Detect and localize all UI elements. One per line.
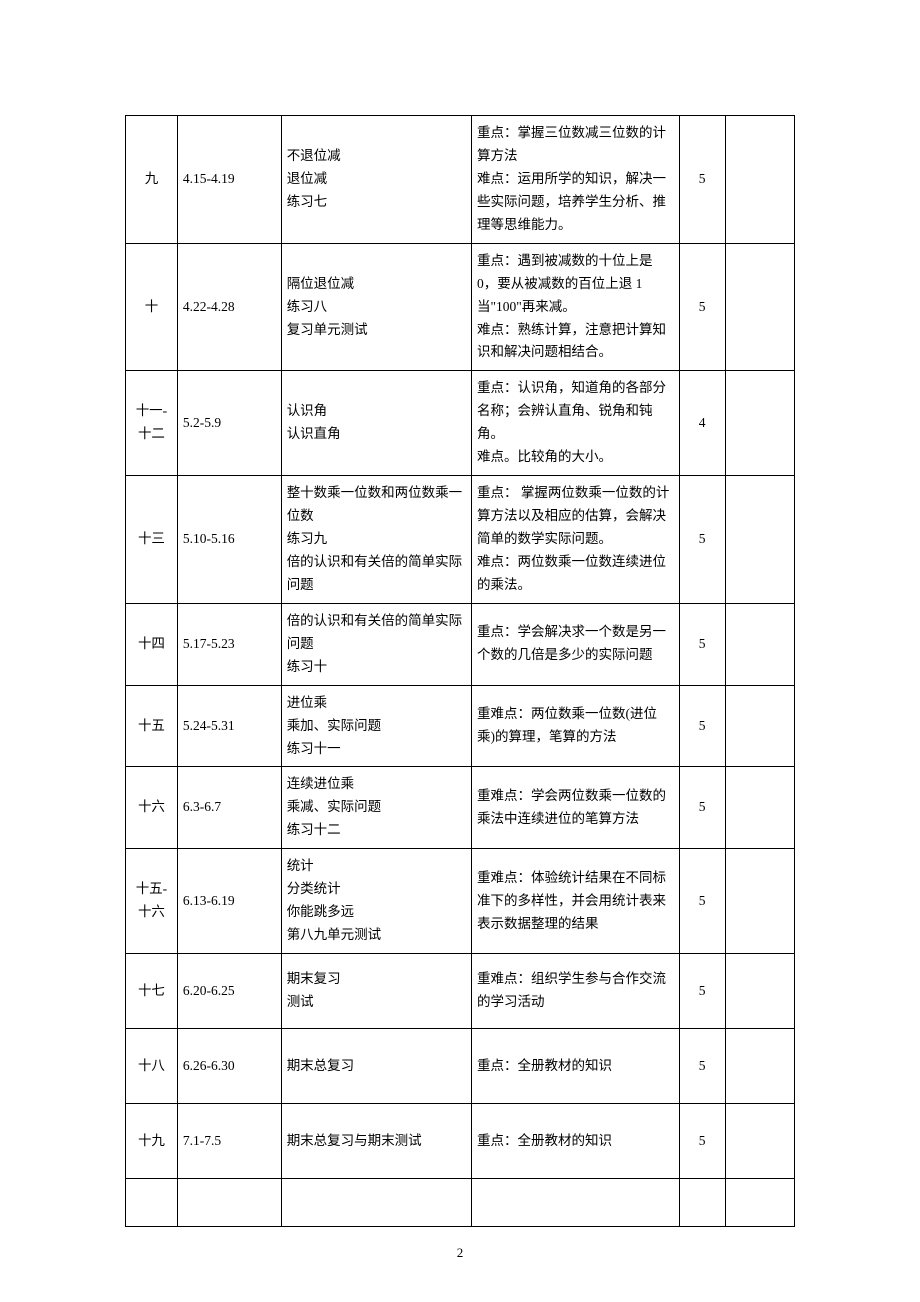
cell-date [177, 1179, 281, 1227]
cell-content: 不退位减退位减练习七 [281, 116, 471, 244]
cell-week: 十八 [126, 1029, 178, 1104]
cell-content: 整十数乘一位数和两位数乘一位数练习九倍的认识和有关倍的简单实际问题 [281, 476, 471, 604]
cell-notes [725, 243, 794, 371]
table-row: 十七6.20-6.25期末复习测试重难点：组织学生参与合作交流的学习活动5 [126, 954, 795, 1029]
table-row: 十五5.24-5.31 进位乘 乘加、实际问题练习十一重难点：两位数乘一位数(进… [126, 685, 795, 767]
schedule-table: 九4.15-4.19不退位减退位减练习七重点：掌握三位数减三位数的计算方法难点：… [125, 115, 795, 1227]
cell-notes [725, 954, 794, 1029]
cell-notes [725, 849, 794, 954]
cell-week: 十四 [126, 603, 178, 685]
cell-week: 十三 [126, 476, 178, 604]
cell-content: 进位乘 乘加、实际问题练习十一 [281, 685, 471, 767]
table-row: 十4.22-4.28隔位退位减练习八复习单元测试重点：遇到被减数的十位上是 0，… [126, 243, 795, 371]
cell-hours [679, 1179, 725, 1227]
cell-date: 6.20-6.25 [177, 954, 281, 1029]
cell-points: 重点：遇到被减数的十位上是 0，要从被减数的百位上退 1 当"100"再来减。难… [472, 243, 680, 371]
cell-points: 重难点：学会两位数乘一位数的乘法中连续进位的笔算方法 [472, 767, 680, 849]
schedule-table-body: 九4.15-4.19不退位减退位减练习七重点：掌握三位数减三位数的计算方法难点：… [126, 116, 795, 1227]
cell-hours: 5 [679, 603, 725, 685]
cell-hours: 5 [679, 243, 725, 371]
cell-notes [725, 1029, 794, 1104]
cell-content: 期末总复习 [281, 1029, 471, 1104]
cell-date: 4.15-4.19 [177, 116, 281, 244]
cell-content: 期末总复习与期末测试 [281, 1104, 471, 1179]
table-row [126, 1179, 795, 1227]
cell-date: 7.1-7.5 [177, 1104, 281, 1179]
table-row: 十四5.17-5.23倍的认识和有关倍的简单实际问题练习十重点：学会解决求一个数… [126, 603, 795, 685]
cell-content: 认识角认识直角 [281, 371, 471, 476]
cell-points: 重点：学会解决求一个数是另一个数的几倍是多少的实际问题 [472, 603, 680, 685]
cell-date: 6.3-6.7 [177, 767, 281, 849]
table-row: 十一-十二5.2-5.9认识角认识直角重点：认识角，知道角的各部分名称；会辨认直… [126, 371, 795, 476]
table-row: 十三5.10-5.16整十数乘一位数和两位数乘一位数练习九倍的认识和有关倍的简单… [126, 476, 795, 604]
cell-hours: 5 [679, 476, 725, 604]
cell-hours: 5 [679, 1104, 725, 1179]
cell-week: 九 [126, 116, 178, 244]
cell-notes [725, 685, 794, 767]
cell-hours: 5 [679, 116, 725, 244]
cell-date: 5.10-5.16 [177, 476, 281, 604]
cell-week: 十 [126, 243, 178, 371]
cell-content: 统计分类统计你能跳多远第八九单元测试 [281, 849, 471, 954]
cell-content: 期末复习测试 [281, 954, 471, 1029]
cell-content: 隔位退位减练习八复习单元测试 [281, 243, 471, 371]
cell-week: 十一-十二 [126, 371, 178, 476]
cell-points: 重点：认识角，知道角的各部分名称；会辨认直角、锐角和钝角。难点。比较角的大小。 [472, 371, 680, 476]
cell-week: 十五-十六 [126, 849, 178, 954]
cell-notes [725, 1179, 794, 1227]
cell-date: 6.26-6.30 [177, 1029, 281, 1104]
table-row: 十五-十六6.13-6.19统计分类统计你能跳多远第八九单元测试重难点：体验统计… [126, 849, 795, 954]
cell-points: 重点：全册教材的知识 [472, 1029, 680, 1104]
cell-hours: 5 [679, 954, 725, 1029]
cell-hours: 5 [679, 685, 725, 767]
cell-points: 重点：掌握三位数减三位数的计算方法难点：运用所学的知识，解决一些实际问题，培养学… [472, 116, 680, 244]
cell-content: 倍的认识和有关倍的简单实际问题练习十 [281, 603, 471, 685]
cell-date: 5.2-5.9 [177, 371, 281, 476]
cell-points: 重难点：体验统计结果在不同标准下的多样性，并会用统计表来表示数据整理的结果 [472, 849, 680, 954]
cell-notes [725, 1104, 794, 1179]
cell-notes [725, 603, 794, 685]
cell-date: 5.24-5.31 [177, 685, 281, 767]
cell-notes [725, 116, 794, 244]
cell-points [472, 1179, 680, 1227]
cell-points: 重难点：组织学生参与合作交流的学习活动 [472, 954, 680, 1029]
table-row: 九4.15-4.19不退位减退位减练习七重点：掌握三位数减三位数的计算方法难点：… [126, 116, 795, 244]
cell-points: 重难点：两位数乘一位数(进位乘)的算理，笔算的方法 [472, 685, 680, 767]
page-number: 2 [125, 1245, 795, 1261]
cell-content [281, 1179, 471, 1227]
cell-date: 4.22-4.28 [177, 243, 281, 371]
table-row: 十六6.3-6.7连续进位乘乘减、实际问题练习十二重难点：学会两位数乘一位数的乘… [126, 767, 795, 849]
cell-points: 重点：全册教材的知识 [472, 1104, 680, 1179]
cell-hours: 4 [679, 371, 725, 476]
cell-week: 十七 [126, 954, 178, 1029]
cell-week: 十六 [126, 767, 178, 849]
table-row: 十九7.1-7.5期末总复习与期末测试重点：全册教材的知识5 [126, 1104, 795, 1179]
cell-notes [725, 767, 794, 849]
cell-date: 5.17-5.23 [177, 603, 281, 685]
cell-week: 十九 [126, 1104, 178, 1179]
cell-hours: 5 [679, 849, 725, 954]
cell-date: 6.13-6.19 [177, 849, 281, 954]
cell-hours: 5 [679, 767, 725, 849]
cell-content: 连续进位乘乘减、实际问题练习十二 [281, 767, 471, 849]
table-row: 十八6.26-6.30期末总复习重点：全册教材的知识5 [126, 1029, 795, 1104]
cell-hours: 5 [679, 1029, 725, 1104]
cell-points: 重点： 掌握两位数乘一位数的计算方法以及相应的估算，会解决简单的数学实际问题。难… [472, 476, 680, 604]
cell-notes [725, 371, 794, 476]
cell-notes [725, 476, 794, 604]
cell-week [126, 1179, 178, 1227]
cell-week: 十五 [126, 685, 178, 767]
